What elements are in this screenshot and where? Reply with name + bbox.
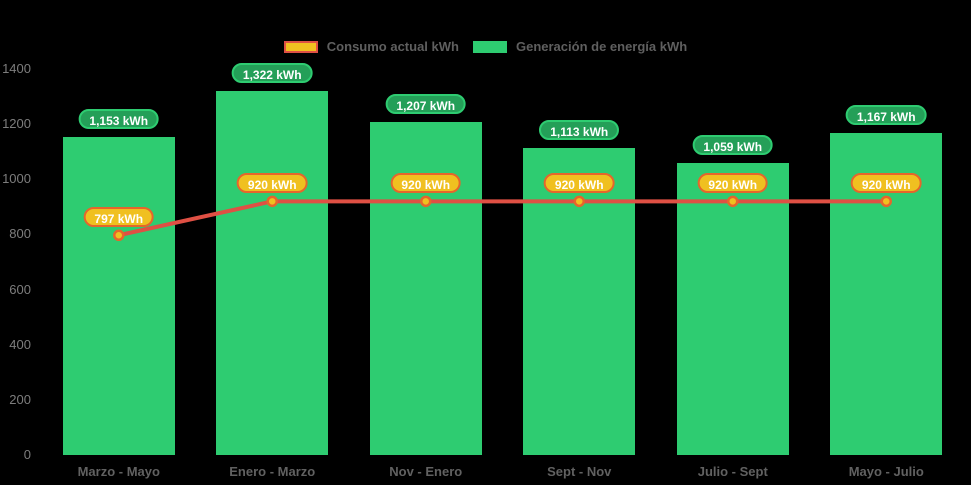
- legend-label: Generación de energía kWh: [515, 39, 688, 54]
- bar-generacion-energia[interactable]: [369, 122, 482, 455]
- x-axis-category-label: Sept - Nov: [547, 464, 612, 479]
- bar-value-label: 1,207 kWh: [385, 94, 467, 115]
- bar-generacion-energia[interactable]: [62, 137, 175, 455]
- legend-item-generacion[interactable]: Generación de energía kWh: [472, 39, 688, 54]
- legend-label: Consumo actual kWh: [326, 39, 459, 54]
- line-value-label: 920 kWh: [697, 173, 769, 194]
- legend-item-consumo[interactable]: Consumo actual kWh: [283, 39, 459, 54]
- x-axis-category-label: Nov - Enero: [389, 464, 463, 479]
- bar-generacion-energia[interactable]: [216, 90, 329, 455]
- y-axis-tick-label: 200: [9, 391, 31, 407]
- bar-value-label: 1,113 kWh: [539, 120, 620, 141]
- x-axis-category-label: Julio - Sept: [697, 464, 768, 479]
- y-axis-tick-label: 1400: [2, 61, 31, 76]
- line-point[interactable]: [880, 195, 892, 208]
- y-axis-tick-label: 400: [9, 336, 31, 352]
- x-axis-category-label: Marzo - Mayo: [77, 464, 160, 479]
- chart-legend: Consumo actual kWh Generación de energía …: [0, 39, 971, 54]
- line-point[interactable]: [420, 195, 432, 208]
- x-axis-category-label: Mayo - Julio: [848, 464, 924, 479]
- y-axis-tick-label: 1000: [2, 171, 31, 187]
- line-point[interactable]: [573, 195, 585, 208]
- line-value-label: 797 kWh: [83, 207, 155, 228]
- y-axis-tick-label: 0: [23, 447, 31, 462]
- line-point[interactable]: [266, 195, 278, 208]
- y-axis-tick-label: 1200: [2, 116, 31, 132]
- y-axis-tick-label: 600: [9, 281, 31, 297]
- bar-value-label: 1,322 kWh: [231, 62, 313, 83]
- line-value-label: 920 kWh: [850, 173, 922, 194]
- line-value-label: 920 kWh: [543, 173, 615, 194]
- line-value-label: 920 kWh: [236, 173, 308, 194]
- legend-swatch-icon: [283, 40, 318, 53]
- line-value-label: 920 kWh: [390, 173, 462, 194]
- bar-value-label: 1,153 kWh: [78, 109, 160, 130]
- legend-swatch-icon: [472, 40, 507, 53]
- y-axis-tick-label: 800: [9, 226, 31, 242]
- x-axis-category-label: Enero - Marzo: [229, 464, 316, 479]
- bar-value-label: 1,167 kWh: [845, 105, 927, 126]
- bar-generacion-energia[interactable]: [523, 148, 636, 455]
- line-point[interactable]: [113, 229, 125, 242]
- line-point[interactable]: [727, 195, 739, 208]
- bar-value-label: 1,059 kWh: [692, 135, 774, 156]
